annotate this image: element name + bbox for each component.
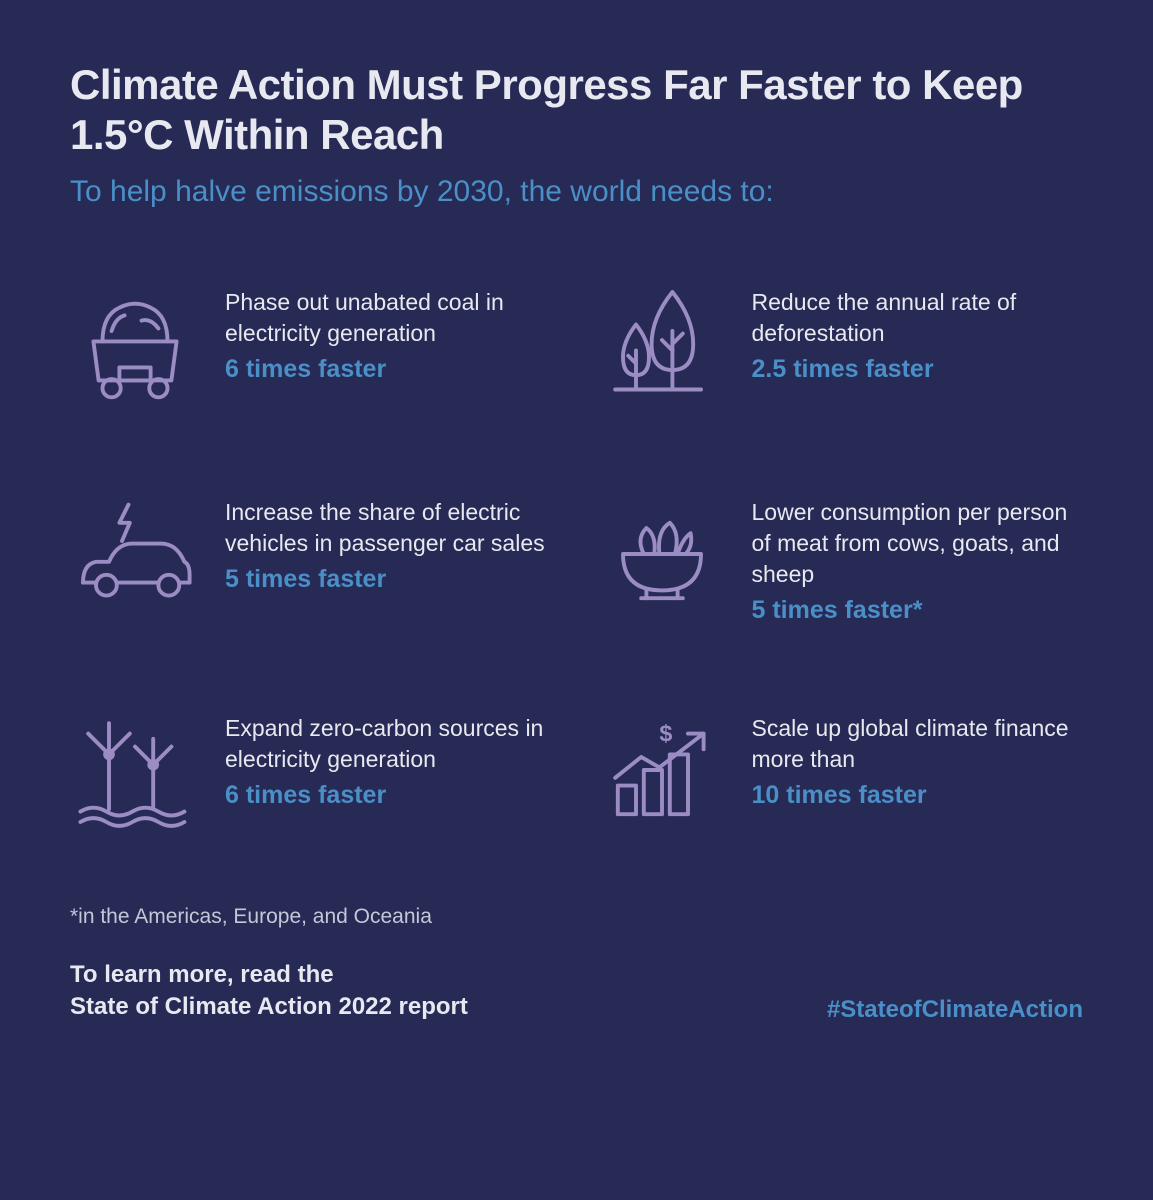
item-multiplier: 6 times faster xyxy=(225,781,557,810)
hashtag: #StateofClimateAction xyxy=(827,996,1083,1024)
item-multiplier: 5 times faster xyxy=(225,565,557,594)
items-grid: Phase out unabated coal in electricity g… xyxy=(70,279,1083,835)
footnote: *in the Americas, Europe, and Oceania xyxy=(70,905,1083,929)
item-coal: Phase out unabated coal in electricity g… xyxy=(70,279,557,409)
learn-more-line1: To learn more, read the xyxy=(70,961,334,988)
item-trees: Reduce the annual rate of deforestation … xyxy=(597,279,1084,409)
item-multiplier: 10 times faster xyxy=(752,781,1084,810)
trees-icon xyxy=(597,279,727,409)
learn-more: To learn more, read the State of Climate… xyxy=(70,959,468,1024)
footer: To learn more, read the State of Climate… xyxy=(70,959,1083,1024)
item-wind: Expand zero-carbon sources in electricit… xyxy=(70,705,557,835)
page-subtitle: To help halve emissions by 2030, the wor… xyxy=(70,175,1083,209)
item-multiplier: 5 times faster* xyxy=(752,596,1084,625)
learn-more-line2: State of Climate Action 2022 report xyxy=(70,993,468,1020)
item-desc: Expand zero-carbon sources in electricit… xyxy=(225,713,557,775)
item-desc: Increase the share of electric vehicles … xyxy=(225,497,557,559)
electric-car-icon xyxy=(70,489,200,619)
item-multiplier: 2.5 times faster xyxy=(752,355,1084,384)
finance-chart-icon: $ xyxy=(597,705,727,835)
svg-text:$: $ xyxy=(659,720,672,746)
item-finance: $ Scale up global climate finance more t… xyxy=(597,705,1084,835)
item-meat: Lower consumption per person of meat fro… xyxy=(597,489,1084,625)
page-title: Climate Action Must Progress Far Faster … xyxy=(70,60,1083,161)
item-ev: Increase the share of electric vehicles … xyxy=(70,489,557,625)
coal-cart-icon xyxy=(70,279,200,409)
wind-turbines-icon xyxy=(70,705,200,835)
food-bowl-icon xyxy=(597,489,727,619)
item-desc: Scale up global climate finance more tha… xyxy=(752,713,1084,775)
item-desc: Reduce the annual rate of deforestation xyxy=(752,287,1084,349)
item-desc: Lower consumption per person of meat fro… xyxy=(752,497,1084,590)
item-desc: Phase out unabated coal in electricity g… xyxy=(225,287,557,349)
item-multiplier: 6 times faster xyxy=(225,355,557,384)
